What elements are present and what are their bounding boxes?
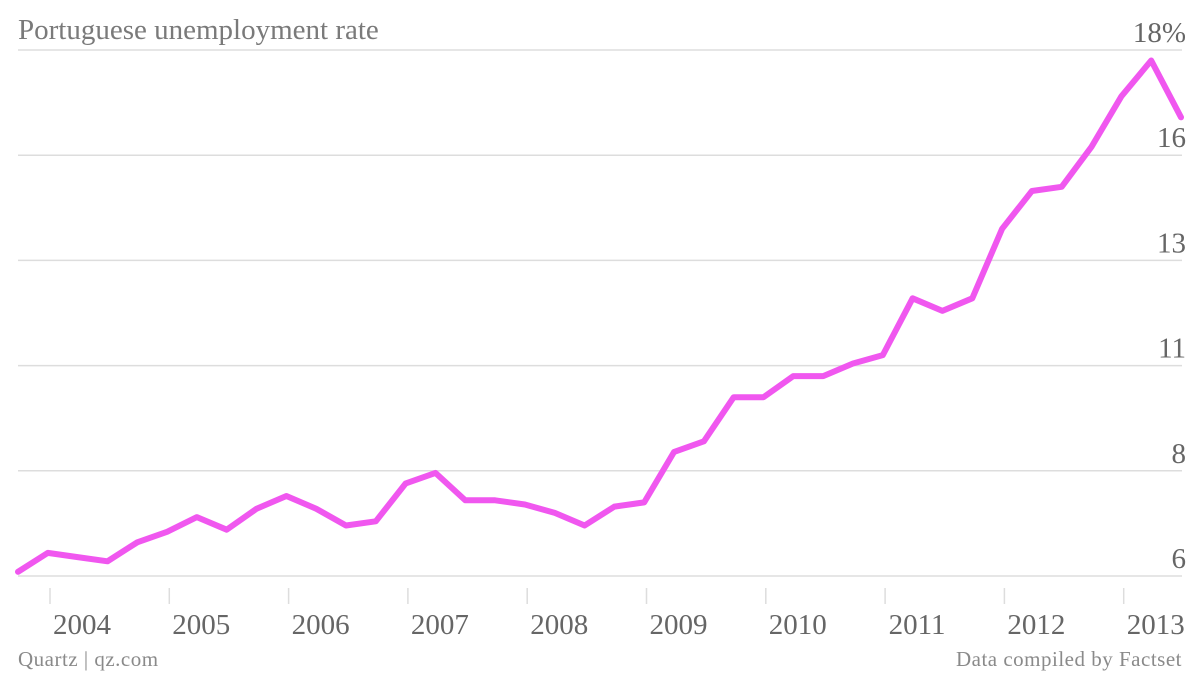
data-point <box>1059 184 1064 189</box>
data-point <box>105 559 110 564</box>
data-point <box>522 502 527 507</box>
data-point <box>1000 226 1005 231</box>
x-tick-label: 2009 <box>650 609 708 641</box>
x-tick-label: 2010 <box>769 609 827 641</box>
x-tick-label: 2013 <box>1127 609 1185 641</box>
data-point <box>433 470 438 475</box>
data-point <box>284 494 289 499</box>
data-point <box>1119 94 1124 99</box>
y-tick-label: 18% <box>1133 17 1186 49</box>
data-point <box>791 374 796 379</box>
data-point <box>761 395 766 400</box>
data-point <box>1029 188 1034 193</box>
source-credit: Quartz | qz.com <box>18 647 159 671</box>
data-point <box>135 540 140 545</box>
data-point <box>463 498 468 503</box>
x-tick-label: 2012 <box>1007 609 1065 641</box>
data-point <box>224 527 229 532</box>
series-layer <box>15 57 1184 575</box>
y-tick-label: 6 <box>1172 543 1187 575</box>
x-tick-label: 2007 <box>411 609 469 641</box>
data-point <box>731 395 736 400</box>
data-point <box>1089 144 1094 149</box>
data-point <box>642 500 647 505</box>
x-tick-label: 2008 <box>530 609 588 641</box>
data-point <box>165 529 170 534</box>
data-point <box>612 504 617 509</box>
series-line <box>15 57 1184 575</box>
data-point <box>672 449 677 454</box>
data-point <box>493 498 498 503</box>
data-point <box>1149 58 1154 63</box>
data-source-note: Data compiled by Factset <box>955 647 1182 671</box>
data-point <box>940 308 945 313</box>
data-point <box>194 515 199 520</box>
data-point <box>970 296 975 301</box>
data-point <box>701 439 706 444</box>
data-point <box>373 519 378 524</box>
data-point <box>910 296 915 301</box>
y-tick-label: 11 <box>1158 333 1186 365</box>
gridlines <box>18 49 1182 577</box>
x-tick-label: 2005 <box>172 609 230 641</box>
data-point <box>344 523 349 528</box>
data-point <box>16 569 20 574</box>
data-point <box>821 374 826 379</box>
chart-title: Portuguese unemployment rate <box>18 14 379 46</box>
y-axis-ticks: 6 8 11 13 16 18% <box>1133 17 1186 575</box>
y-tick-label: 8 <box>1172 438 1187 470</box>
x-tick-label: 2004 <box>53 609 112 641</box>
y-tick-label: 16 <box>1157 122 1186 154</box>
data-point <box>582 523 587 528</box>
x-axis-ticks: 2004 2005 2006 2007 2008 2009 2010 2011 2012 2013 <box>49 588 1185 641</box>
x-tick-label: 2006 <box>292 609 350 641</box>
data-point <box>254 506 259 511</box>
data-point <box>314 506 319 511</box>
y-tick-label: 13 <box>1157 227 1186 259</box>
x-tick-label: 2011 <box>889 609 946 641</box>
data-point <box>403 481 408 486</box>
data-point <box>1179 115 1183 120</box>
data-point <box>850 361 855 366</box>
data-point <box>552 510 557 515</box>
data-point <box>880 353 885 358</box>
data-point <box>45 550 50 555</box>
data-point <box>75 555 80 560</box>
